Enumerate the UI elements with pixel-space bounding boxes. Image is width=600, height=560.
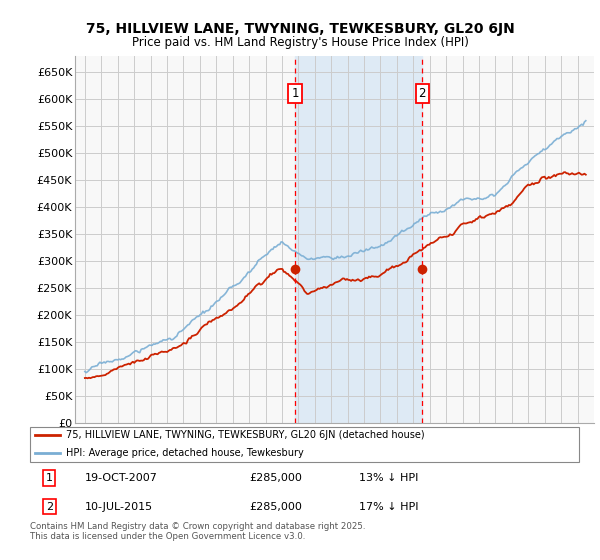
Text: Price paid vs. HM Land Registry's House Price Index (HPI): Price paid vs. HM Land Registry's House … [131,36,469,49]
Text: 17% ↓ HPI: 17% ↓ HPI [359,502,419,512]
Text: £285,000: £285,000 [250,473,302,483]
Text: 10-JUL-2015: 10-JUL-2015 [85,502,153,512]
Text: 1: 1 [292,87,299,100]
Text: £285,000: £285,000 [250,502,302,512]
Text: 13% ↓ HPI: 13% ↓ HPI [359,473,419,483]
Text: 2: 2 [46,502,53,512]
Text: 19-OCT-2007: 19-OCT-2007 [85,473,158,483]
FancyBboxPatch shape [30,427,579,462]
Text: 1: 1 [46,473,53,483]
Text: 2: 2 [419,87,426,100]
Text: HPI: Average price, detached house, Tewkesbury: HPI: Average price, detached house, Tewk… [65,449,304,458]
Text: Contains HM Land Registry data © Crown copyright and database right 2025.
This d: Contains HM Land Registry data © Crown c… [30,522,365,542]
Bar [295,56,422,423]
Text: 75, HILLVIEW LANE, TWYNING, TEWKESBURY, GL20 6JN: 75, HILLVIEW LANE, TWYNING, TEWKESBURY, … [86,22,514,36]
Text: 75, HILLVIEW LANE, TWYNING, TEWKESBURY, GL20 6JN (detached house): 75, HILLVIEW LANE, TWYNING, TEWKESBURY, … [65,430,424,440]
